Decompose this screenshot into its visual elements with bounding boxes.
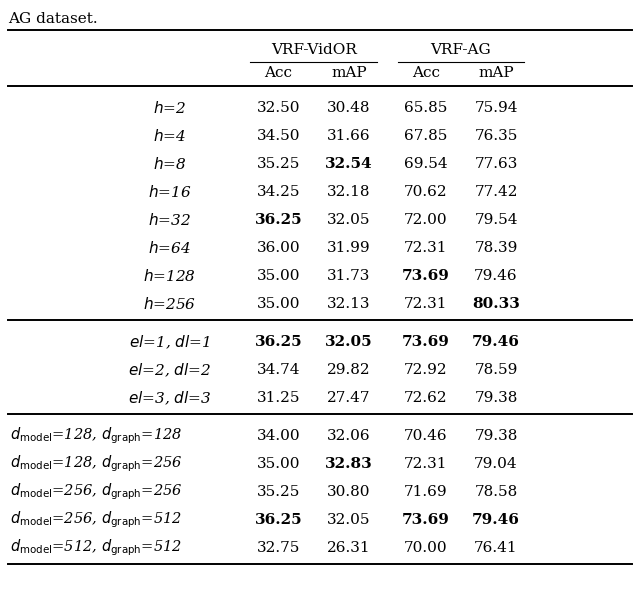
Text: 79.38: 79.38 [474, 391, 518, 405]
Text: VRF-VidOR: VRF-VidOR [271, 43, 356, 57]
Text: mAP: mAP [478, 66, 514, 80]
Text: 32.18: 32.18 [327, 185, 371, 199]
Text: Acc: Acc [412, 66, 440, 80]
Text: 78.59: 78.59 [474, 363, 518, 377]
Text: $h$=4: $h$=4 [153, 128, 186, 144]
Text: 70.62: 70.62 [404, 185, 447, 199]
Text: 36.25: 36.25 [255, 213, 302, 227]
Text: $h$=256: $h$=256 [143, 296, 196, 312]
Text: 31.66: 31.66 [327, 129, 371, 143]
Text: $h$=2: $h$=2 [153, 100, 186, 116]
Text: 80.33: 80.33 [472, 297, 520, 311]
Text: 31.99: 31.99 [327, 241, 371, 255]
Text: $h$=8: $h$=8 [153, 156, 186, 172]
Text: 36.00: 36.00 [257, 241, 300, 255]
Text: 32.05: 32.05 [327, 513, 371, 527]
Text: 34.50: 34.50 [257, 129, 300, 143]
Text: 27.47: 27.47 [327, 391, 371, 405]
Text: VRF-AG: VRF-AG [431, 43, 491, 57]
Text: 79.46: 79.46 [472, 335, 520, 349]
Text: 72.31: 72.31 [404, 241, 447, 255]
Text: 32.13: 32.13 [327, 297, 371, 311]
Text: 72.62: 72.62 [404, 391, 447, 405]
Text: 73.69: 73.69 [402, 513, 449, 527]
Text: 32.06: 32.06 [327, 429, 371, 443]
Text: 35.00: 35.00 [257, 269, 300, 283]
Text: $el$=1, $dl$=1: $el$=1, $dl$=1 [129, 333, 210, 350]
Text: 35.25: 35.25 [257, 157, 300, 171]
Text: 35.25: 35.25 [257, 485, 300, 499]
Text: 32.05: 32.05 [327, 213, 371, 227]
Text: $el$=3, $dl$=3: $el$=3, $dl$=3 [128, 389, 211, 407]
Text: $d_{\mathrm{model}}$=512, $d_{\mathrm{graph}}$=512: $d_{\mathrm{model}}$=512, $d_{\mathrm{gr… [10, 538, 182, 558]
Text: $d_{\mathrm{model}}$=128, $d_{\mathrm{graph}}$=128: $d_{\mathrm{model}}$=128, $d_{\mathrm{gr… [10, 425, 182, 446]
Text: 77.42: 77.42 [474, 185, 518, 199]
Text: $h$=16: $h$=16 [148, 184, 191, 200]
Text: 79.46: 79.46 [474, 269, 518, 283]
Text: 69.54: 69.54 [404, 157, 447, 171]
Text: 31.73: 31.73 [327, 269, 371, 283]
Text: 34.25: 34.25 [257, 185, 300, 199]
Text: $d_{\mathrm{model}}$=256, $d_{\mathrm{graph}}$=512: $d_{\mathrm{model}}$=256, $d_{\mathrm{gr… [10, 510, 182, 530]
Text: 79.38: 79.38 [474, 429, 518, 443]
Text: AG dataset.: AG dataset. [8, 12, 98, 26]
Text: 70.46: 70.46 [404, 429, 447, 443]
Text: 77.63: 77.63 [474, 157, 518, 171]
Text: 71.69: 71.69 [404, 485, 447, 499]
Text: 26.31: 26.31 [327, 541, 371, 555]
Text: 67.85: 67.85 [404, 129, 447, 143]
Text: 70.00: 70.00 [404, 541, 447, 555]
Text: 79.54: 79.54 [474, 213, 518, 227]
Text: 29.82: 29.82 [327, 363, 371, 377]
Text: 34.74: 34.74 [257, 363, 300, 377]
Text: 35.00: 35.00 [257, 297, 300, 311]
Text: $el$=2, $dl$=2: $el$=2, $dl$=2 [128, 361, 211, 378]
Text: $h$=64: $h$=64 [148, 240, 191, 256]
Text: 78.58: 78.58 [474, 485, 518, 499]
Text: $d_{\mathrm{model}}$=128, $d_{\mathrm{graph}}$=256: $d_{\mathrm{model}}$=128, $d_{\mathrm{gr… [10, 454, 182, 474]
Text: $d_{\mathrm{model}}$=256, $d_{\mathrm{graph}}$=256: $d_{\mathrm{model}}$=256, $d_{\mathrm{gr… [10, 482, 182, 502]
Text: 79.46: 79.46 [472, 513, 520, 527]
Text: 79.04: 79.04 [474, 457, 518, 471]
Text: 30.80: 30.80 [327, 485, 371, 499]
Text: $h$=32: $h$=32 [148, 212, 191, 228]
Text: 78.39: 78.39 [474, 241, 518, 255]
Text: $h$=128: $h$=128 [143, 268, 196, 284]
Text: 76.41: 76.41 [474, 541, 518, 555]
Text: 65.85: 65.85 [404, 101, 447, 115]
Text: 32.54: 32.54 [325, 157, 372, 171]
Text: 31.25: 31.25 [257, 391, 300, 405]
Text: 32.75: 32.75 [257, 541, 300, 555]
Text: 34.00: 34.00 [257, 429, 300, 443]
Text: 32.83: 32.83 [325, 457, 372, 471]
Text: 32.50: 32.50 [257, 101, 300, 115]
Text: Acc: Acc [264, 66, 292, 80]
Text: 36.25: 36.25 [255, 335, 302, 349]
Text: 73.69: 73.69 [402, 269, 449, 283]
Text: 36.25: 36.25 [255, 513, 302, 527]
Text: 72.31: 72.31 [404, 457, 447, 471]
Text: 73.69: 73.69 [402, 335, 449, 349]
Text: 32.05: 32.05 [325, 335, 372, 349]
Text: 30.48: 30.48 [327, 101, 371, 115]
Text: 35.00: 35.00 [257, 457, 300, 471]
Text: 76.35: 76.35 [474, 129, 518, 143]
Text: 72.92: 72.92 [404, 363, 447, 377]
Text: 72.00: 72.00 [404, 213, 447, 227]
Text: mAP: mAP [331, 66, 367, 80]
Text: 72.31: 72.31 [404, 297, 447, 311]
Text: 75.94: 75.94 [474, 101, 518, 115]
